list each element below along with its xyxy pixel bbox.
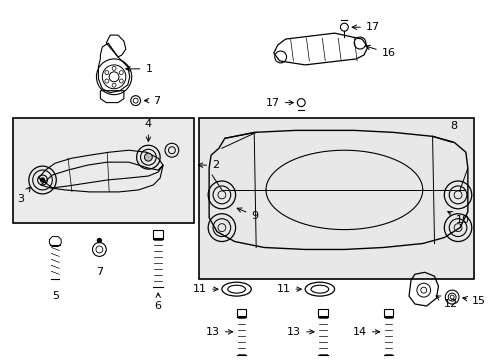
FancyBboxPatch shape [199,118,473,279]
Text: 13: 13 [205,327,232,337]
Text: 11: 11 [193,284,218,294]
Text: 7: 7 [144,96,160,105]
Text: 9: 9 [237,208,258,221]
Text: 5: 5 [52,291,59,301]
Circle shape [112,83,116,87]
Text: 10: 10 [447,212,469,225]
Circle shape [105,71,109,75]
Text: 13: 13 [286,327,313,337]
Text: 16: 16 [365,45,395,58]
Text: 15: 15 [462,296,485,306]
Text: 2: 2 [198,160,219,170]
Circle shape [119,71,123,75]
Circle shape [97,239,101,243]
Text: 14: 14 [352,327,379,337]
Text: 3: 3 [18,187,30,204]
Circle shape [112,66,116,70]
Circle shape [144,153,152,161]
Text: 4: 4 [144,120,152,141]
Circle shape [119,79,123,83]
FancyBboxPatch shape [13,118,194,223]
Text: 1: 1 [125,64,152,74]
Text: 8: 8 [449,121,456,131]
Circle shape [41,178,44,182]
Text: 17: 17 [351,22,379,32]
Text: 11: 11 [276,284,301,294]
Text: 12: 12 [435,296,458,309]
Text: 17: 17 [265,98,293,108]
Text: 6: 6 [154,293,162,311]
Text: 7: 7 [96,267,103,277]
Circle shape [105,79,109,83]
